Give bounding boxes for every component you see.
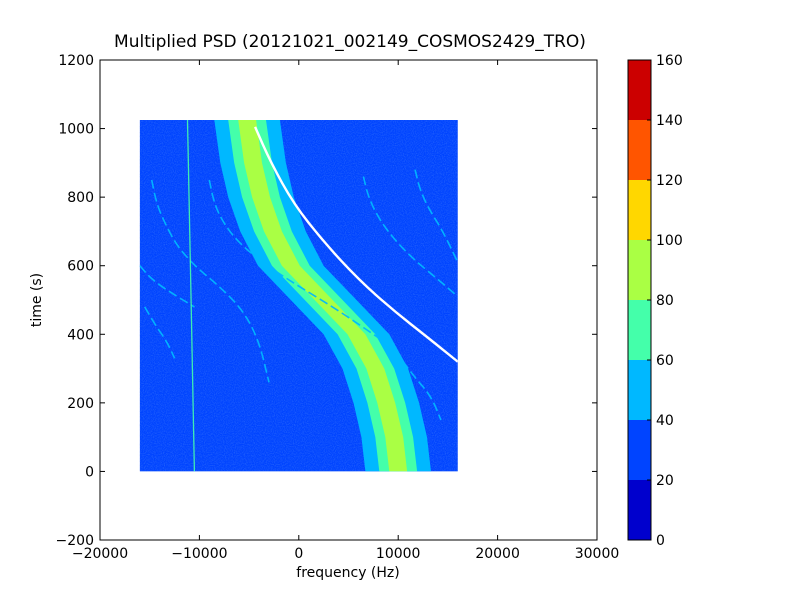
colorbar-segment [628, 120, 651, 180]
secondary-trace [139, 265, 195, 308]
colorbar-label: 20 [656, 473, 674, 489]
secondary-trace [414, 169, 458, 263]
colorbar-label: 0 [656, 533, 665, 549]
y-tick-label: 200 [67, 396, 94, 412]
secondary-trace [362, 176, 458, 298]
signal-band-core [238, 120, 408, 472]
y-tick-label: 600 [67, 259, 94, 275]
y-tick-label: 800 [67, 190, 94, 206]
colorbar-label: 40 [656, 413, 674, 429]
colorbar-segment [628, 480, 651, 540]
secondary-trace [144, 306, 176, 359]
colorbar-label: 80 [656, 293, 674, 309]
y-axis-ticks: −200 0 200 400 600 800 1000 1200 [56, 53, 597, 549]
x-tick-label: 0 [294, 546, 303, 562]
colorbar-segment [628, 180, 651, 240]
psd-heatmap [139, 120, 458, 472]
x-tick-label: −10000 [171, 546, 227, 562]
chart-title: Multiplied PSD (20121021_002149_COSMOS24… [114, 32, 586, 52]
x-tick-label: 10000 [376, 546, 421, 562]
colorbar-label: 140 [656, 113, 683, 129]
x-axis-ticks: −20000 −10000 0 10000 20000 30000 [72, 60, 619, 562]
colorbar-segment [628, 420, 651, 480]
y-tick-label: 0 [85, 464, 94, 480]
vertical-line [186, 120, 196, 472]
colorbar-segment [628, 60, 651, 120]
y-tick-label: −200 [56, 533, 94, 549]
colorbar-label: 60 [656, 353, 674, 369]
colorbar-label: 160 [656, 53, 683, 69]
x-tick-label: 20000 [475, 546, 520, 562]
y-tick-label: 1200 [58, 53, 94, 69]
colorbar-label: 100 [656, 233, 683, 249]
colorbar-label: 120 [656, 173, 683, 189]
colorbar: 0 20 40 60 80 100 120 140 160 [627, 53, 683, 549]
white-trace [254, 126, 458, 363]
y-tick-label: 1000 [58, 122, 94, 138]
secondary-trace [208, 179, 442, 421]
colorbar-segment [628, 300, 651, 360]
x-tick-label: 30000 [575, 546, 620, 562]
y-axis-label: time (s) [29, 273, 45, 327]
y-tick-label: 400 [67, 327, 94, 343]
secondary-trace [150, 179, 270, 383]
colorbar-segment [628, 360, 651, 420]
plot-area: −20000 −10000 0 10000 20000 30000 −200 0 200 400… [56, 53, 620, 562]
x-tick-label: −20000 [72, 546, 128, 562]
x-axis-label: frequency (Hz) [296, 565, 399, 581]
colorbar-segment [628, 240, 651, 300]
plot-frame [99, 59, 598, 541]
